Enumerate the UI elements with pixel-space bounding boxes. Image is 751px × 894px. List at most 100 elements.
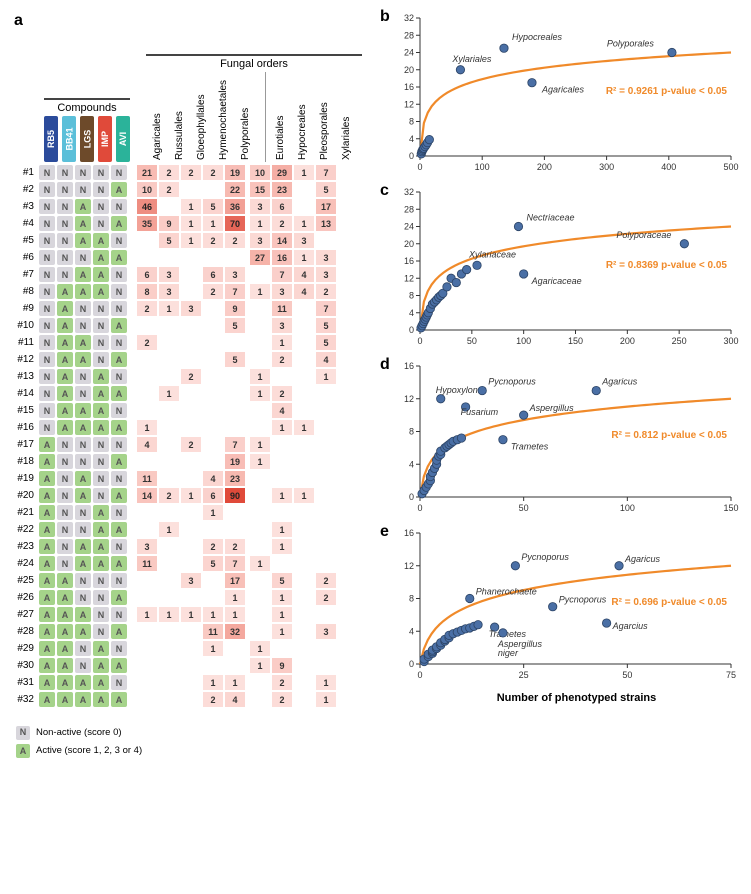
heat-cell: 22 bbox=[225, 182, 245, 197]
heat-cell: 1 bbox=[250, 437, 270, 452]
heat-cell bbox=[203, 369, 223, 384]
heat-cell bbox=[316, 539, 336, 554]
heat-cell: 21 bbox=[137, 165, 157, 180]
heat-cell: 1 bbox=[272, 335, 292, 350]
state-cell: N bbox=[57, 522, 73, 537]
state-cell: A bbox=[39, 624, 55, 639]
svg-text:Hypocreales: Hypocreales bbox=[512, 32, 563, 42]
state-cell: A bbox=[93, 403, 109, 418]
heat-cell: 1 bbox=[316, 692, 336, 707]
state-cell: N bbox=[57, 505, 73, 520]
heat-cell: 1 bbox=[203, 641, 223, 656]
heat-cell: 2 bbox=[203, 284, 223, 299]
svg-text:300: 300 bbox=[599, 162, 614, 172]
heat-cell bbox=[181, 182, 201, 197]
heat-cell bbox=[159, 658, 179, 673]
heat-cell: 1 bbox=[250, 658, 270, 673]
heat-cell: 7 bbox=[225, 284, 245, 299]
heat-cell bbox=[294, 199, 314, 214]
state-cell: A bbox=[57, 301, 73, 316]
state-cell: A bbox=[75, 675, 91, 690]
table-row: #3NNANN4615363617 bbox=[8, 198, 378, 215]
state-cell: A bbox=[39, 573, 55, 588]
heat-cell bbox=[250, 692, 270, 707]
heat-cell bbox=[203, 590, 223, 605]
state-cell: A bbox=[111, 624, 127, 639]
state-cell: A bbox=[75, 420, 91, 435]
svg-text:Agaricus: Agaricus bbox=[624, 554, 661, 564]
heat-cell: 1 bbox=[294, 488, 314, 503]
heat-cell bbox=[181, 335, 201, 350]
state-cell: N bbox=[93, 301, 109, 316]
state-cell: N bbox=[57, 471, 73, 486]
state-cell: N bbox=[111, 403, 127, 418]
state-cell: N bbox=[57, 216, 73, 231]
state-cell: A bbox=[39, 590, 55, 605]
heat-cell bbox=[203, 573, 223, 588]
state-cell: N bbox=[57, 539, 73, 554]
svg-text:Nectriaceae: Nectriaceae bbox=[526, 213, 574, 223]
state-cell: N bbox=[75, 250, 91, 265]
state-cell: A bbox=[39, 658, 55, 673]
table-row: #28AAANA113213 bbox=[8, 623, 378, 640]
heat-cell bbox=[272, 556, 292, 571]
heat-cell bbox=[316, 556, 336, 571]
state-cell: A bbox=[75, 539, 91, 554]
heat-cell bbox=[181, 590, 201, 605]
state-cell: N bbox=[93, 335, 109, 350]
state-cell: A bbox=[111, 658, 127, 673]
svg-text:Trametes: Trametes bbox=[511, 442, 549, 452]
heat-cell: 27 bbox=[250, 250, 270, 265]
svg-text:28: 28 bbox=[404, 30, 414, 40]
heat-cell bbox=[225, 522, 245, 537]
heat-cell bbox=[159, 335, 179, 350]
heat-cell: 3 bbox=[272, 318, 292, 333]
heat-cell bbox=[294, 641, 314, 656]
svg-text:100: 100 bbox=[475, 162, 490, 172]
heat-cell: 1 bbox=[181, 233, 201, 248]
svg-text:32: 32 bbox=[404, 187, 414, 197]
state-cell: N bbox=[57, 267, 73, 282]
state-cell: A bbox=[75, 352, 91, 367]
table-row: #13NANAN211 bbox=[8, 368, 378, 385]
fungal-col: Hypocreales bbox=[297, 72, 319, 162]
heat-cell bbox=[137, 692, 157, 707]
state-cell: N bbox=[39, 335, 55, 350]
state-cell: N bbox=[75, 641, 91, 656]
state-cell: A bbox=[57, 284, 73, 299]
fungal-col: Russulales bbox=[174, 72, 196, 162]
state-cell: A bbox=[93, 233, 109, 248]
fungal-col: Pleosporales bbox=[319, 72, 341, 162]
heat-cell bbox=[203, 437, 223, 452]
heat-cell: 1 bbox=[316, 675, 336, 690]
svg-text:R² = 0.812 p-value < 0.05: R² = 0.812 p-value < 0.05 bbox=[611, 430, 727, 441]
svg-text:0: 0 bbox=[409, 492, 414, 502]
table-row: #1NNNNN2122219102917 bbox=[8, 164, 378, 181]
state-cell: A bbox=[57, 369, 73, 384]
table-row: #19ANANN11423 bbox=[8, 470, 378, 487]
table-row: #15NAAAN4 bbox=[8, 402, 378, 419]
chart-d: d 0481216050100150HypoxylonFusariumPycno… bbox=[384, 356, 739, 521]
state-cell: N bbox=[75, 573, 91, 588]
heat-cell: 3 bbox=[181, 573, 201, 588]
figure: a Compounds RB5BB41LGSIMPAVI Fungal orde… bbox=[8, 8, 743, 760]
svg-text:50: 50 bbox=[467, 336, 477, 346]
heat-cell bbox=[294, 624, 314, 639]
heat-cell bbox=[250, 539, 270, 554]
state-cell: A bbox=[57, 641, 73, 656]
heat-cell: 6 bbox=[203, 488, 223, 503]
chart-e: e 04812160255075PhanerochaeteTrametesAsp… bbox=[384, 523, 739, 688]
state-cell: N bbox=[111, 675, 127, 690]
heat-cell bbox=[294, 590, 314, 605]
state-cell: N bbox=[111, 165, 127, 180]
state-cell: N bbox=[75, 658, 91, 673]
table-row: #12NAANA524 bbox=[8, 351, 378, 368]
heat-cell bbox=[225, 403, 245, 418]
heat-cell bbox=[316, 471, 336, 486]
svg-text:Aspergillus: Aspergillus bbox=[529, 403, 575, 413]
heat-cell: 2 bbox=[203, 539, 223, 554]
heat-cell: 17 bbox=[225, 573, 245, 588]
heat-cell: 1 bbox=[181, 607, 201, 622]
state-cell: N bbox=[93, 165, 109, 180]
heat-cell: 19 bbox=[225, 454, 245, 469]
